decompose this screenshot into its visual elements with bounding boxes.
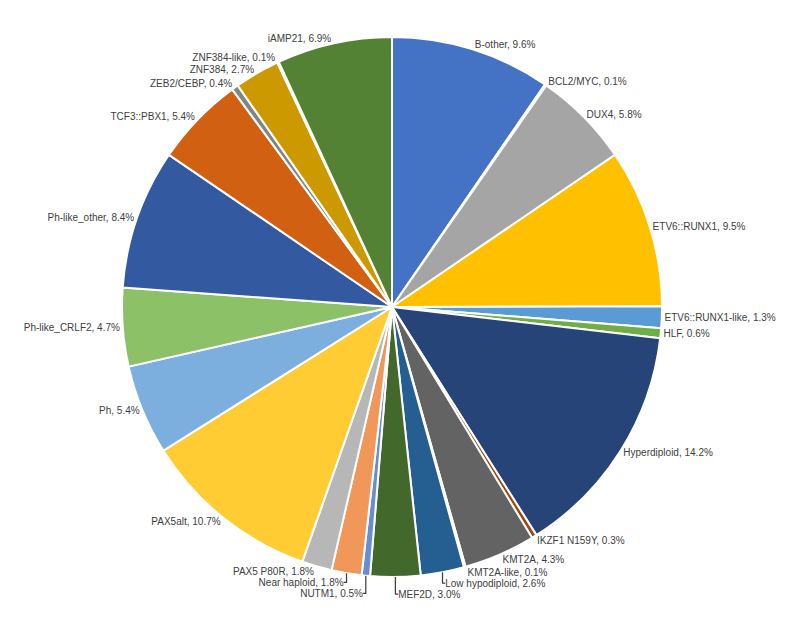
svg-text:IKZF1 N159Y, 0.3%: IKZF1 N159Y, 0.3%: [537, 535, 625, 546]
svg-text:Ph-like_other, 8.4%: Ph-like_other, 8.4%: [47, 212, 134, 223]
svg-text:MEF2D, 3.0%: MEF2D, 3.0%: [398, 589, 460, 600]
svg-text:PAX5 P80R, 1.8%: PAX5 P80R, 1.8%: [233, 566, 314, 577]
svg-text:ETV6::RUNX1, 9.5%: ETV6::RUNX1, 9.5%: [653, 221, 746, 232]
svg-text:KMT2A-like, 0.1%: KMT2A-like, 0.1%: [467, 567, 547, 578]
svg-text:DUX4, 5.8%: DUX4, 5.8%: [587, 109, 642, 120]
svg-text:ZEB2/CEBP, 0.4%: ZEB2/CEBP, 0.4%: [150, 78, 232, 89]
svg-text:B-other, 9.6%: B-other, 9.6%: [475, 39, 536, 50]
svg-text:Ph, 5.4%: Ph, 5.4%: [99, 405, 140, 416]
svg-text:iAMP21, 6.9%: iAMP21, 6.9%: [268, 33, 331, 44]
svg-text:PAX5alt, 10.7%: PAX5alt, 10.7%: [151, 516, 220, 527]
svg-text:Near haploid, 1.8%: Near haploid, 1.8%: [259, 577, 344, 588]
svg-text:Low hypodiploid, 2.6%: Low hypodiploid, 2.6%: [445, 578, 545, 589]
svg-text:Hyperdiploid, 14.2%: Hyperdiploid, 14.2%: [623, 447, 713, 458]
svg-text:ZNF384-like, 0.1%: ZNF384-like, 0.1%: [192, 52, 275, 63]
svg-text:ZNF384, 2.7%: ZNF384, 2.7%: [190, 64, 255, 75]
svg-text:TCF3::PBX1, 5.4%: TCF3::PBX1, 5.4%: [110, 111, 195, 122]
svg-text:HLF, 0.6%: HLF, 0.6%: [663, 328, 709, 339]
svg-text:NUTM1, 0.5%: NUTM1, 0.5%: [300, 588, 363, 599]
svg-text:BCL2/MYC, 0.1%: BCL2/MYC, 0.1%: [548, 76, 626, 87]
svg-text:KMT2A, 4.3%: KMT2A, 4.3%: [503, 554, 565, 565]
svg-text:ETV6::RUNX1-like, 1.3%: ETV6::RUNX1-like, 1.3%: [665, 312, 776, 323]
svg-text:Ph-like_CRLF2, 4.7%: Ph-like_CRLF2, 4.7%: [24, 322, 120, 333]
